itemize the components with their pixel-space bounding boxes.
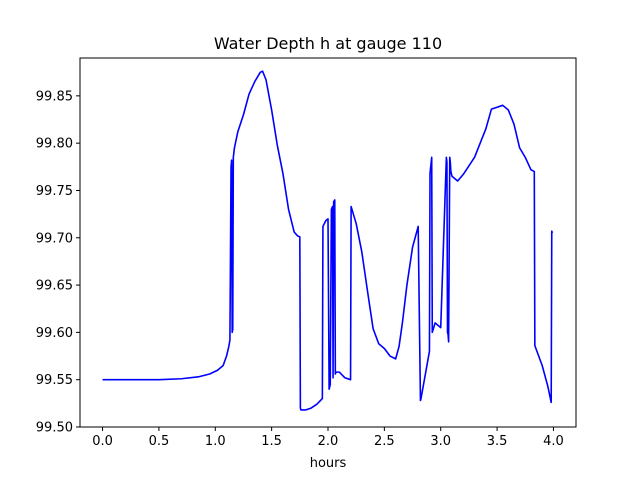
y-tick-label: 99.85: [36, 89, 73, 104]
y-tick-label: 99.80: [36, 137, 73, 152]
x-tick-label: 2.0: [318, 434, 339, 449]
y-axis-ticks: 99.50 99.55 99.60 99.65 99.70 99.75 99.80 99.85: [36, 89, 80, 436]
y-tick-label: 99.60: [36, 326, 73, 341]
x-tick-label: 3.5: [487, 434, 508, 449]
x-tick-label: 3.0: [430, 434, 451, 449]
x-axis-label: hours: [310, 456, 347, 471]
y-tick-label: 99.70: [36, 231, 73, 246]
x-axis-ticks: 0.0 0.5 1.0 1.5 2.0 2.5 3.0 3.5 4.0: [92, 427, 564, 449]
x-tick-label: 1.0: [205, 434, 226, 449]
chart-title: Water Depth h at gauge 110: [214, 34, 442, 53]
y-tick-label: 99.50: [36, 421, 73, 436]
y-tick-label: 99.55: [36, 373, 73, 388]
series-line-0: [102, 70, 554, 411]
x-tick-label: 0.5: [149, 434, 170, 449]
x-tick-label: 1.5: [261, 434, 282, 449]
y-tick-label: 99.65: [36, 279, 73, 294]
x-tick-label: 2.5: [374, 434, 395, 449]
plot-lines: [102, 70, 554, 411]
y-tick-label: 99.75: [36, 184, 73, 199]
x-tick-label: 0.0: [92, 434, 113, 449]
x-tick-label: 4.0: [543, 434, 564, 449]
